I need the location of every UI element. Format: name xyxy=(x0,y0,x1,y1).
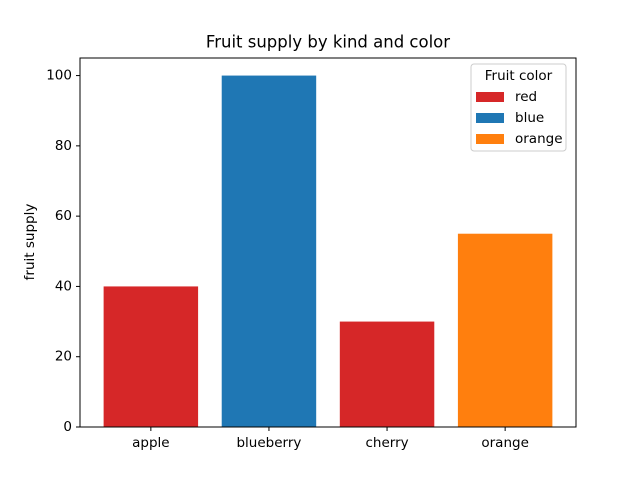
legend-box xyxy=(470,63,567,152)
x-tick-label: apple xyxy=(132,435,169,451)
y-axis-label: fruit supply xyxy=(22,204,38,281)
y-tick-label: 60 xyxy=(55,208,72,224)
y-tick-label: 0 xyxy=(63,419,72,435)
bar xyxy=(457,233,553,427)
legend-label: orange xyxy=(515,131,563,147)
plot-frame xyxy=(79,57,577,428)
bar xyxy=(221,75,317,428)
x-tick-label: cherry xyxy=(365,435,408,451)
y-tick-label: 20 xyxy=(55,349,72,365)
legend-label: red xyxy=(515,89,537,105)
legend-swatch xyxy=(476,113,504,123)
legend-swatch xyxy=(476,92,504,102)
chart-title: Fruit supply by kind and color xyxy=(206,33,450,52)
bar xyxy=(103,286,199,427)
legend-swatch xyxy=(476,134,504,144)
x-tick-label: orange xyxy=(481,435,529,451)
y-tick-label: 100 xyxy=(46,68,72,84)
legend-title: Fruit color xyxy=(485,68,553,84)
x-tick-label: blueberry xyxy=(236,435,301,451)
legend-label: blue xyxy=(515,110,544,126)
y-tick-label: 40 xyxy=(55,278,72,294)
y-tick-label: 80 xyxy=(55,138,72,154)
bar xyxy=(339,321,435,427)
